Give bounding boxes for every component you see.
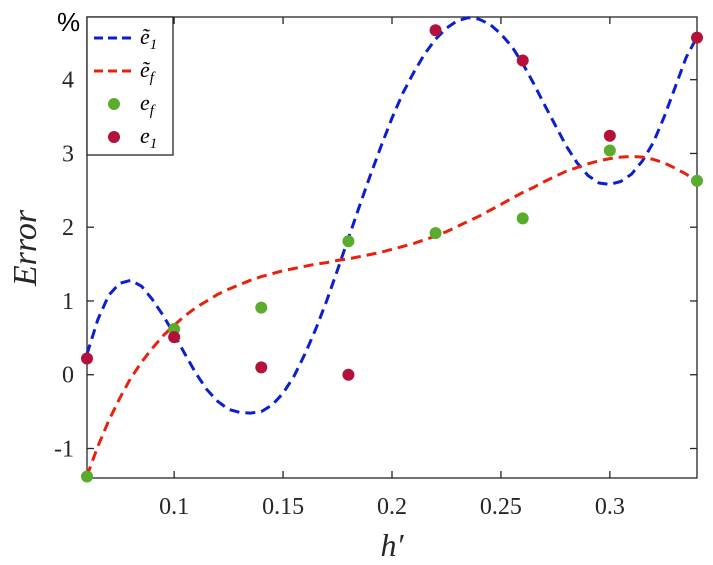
y-axis-label: Error [7,209,44,287]
y-tick-label: 2 [62,215,74,241]
series-2-point [691,174,703,187]
legend-swatch [108,131,120,143]
y-tick-label: 4 [62,68,74,94]
series-2-point [603,144,616,157]
series-3-point [429,24,442,37]
y-tick-label: 0 [62,363,74,389]
legend-label: ẽ1 [140,24,157,53]
x-tick-label: 0.15 [262,494,304,520]
series-3-point [603,129,616,142]
unit-label: % [57,7,80,37]
x-tick-label: 0.3 [595,494,625,520]
series-3-point [168,331,181,344]
y-tick-label: 3 [62,141,74,167]
series-3-point [342,368,355,381]
legend-label: ẽf [140,57,156,86]
series-2-point [342,235,355,248]
plot-area [86,16,698,479]
series-2-point [255,301,268,314]
series-2-point [81,470,93,483]
series-layer [81,16,703,483]
x-axis-label: h′ [381,527,405,563]
x-tick-label: 0.2 [377,494,407,520]
series-2-point [429,227,442,240]
legend-box [86,16,174,156]
legend-swatch [108,98,120,110]
series-3-point [81,352,93,365]
legend-label: ef [140,90,156,119]
series-line-0 [85,16,699,415]
legend: ẽ1 ẽf ef e1 [86,16,174,156]
x-tick-label: 0.1 [159,494,189,520]
axis-ticks: 0.1 0.15 0.2 0.25 0.3 -1 0 1 2 3 4 [54,17,697,520]
y-tick-label: -1 [54,436,74,462]
x-tick-label: 0.25 [480,494,522,520]
legend-label: e1 [140,123,157,152]
series-3-point [691,31,703,44]
y-tick-label: 1 [62,289,74,315]
series-line-1 [85,154,698,477]
series-3-point [255,361,268,374]
series-2-point [516,212,529,225]
series-3-point [516,54,529,67]
